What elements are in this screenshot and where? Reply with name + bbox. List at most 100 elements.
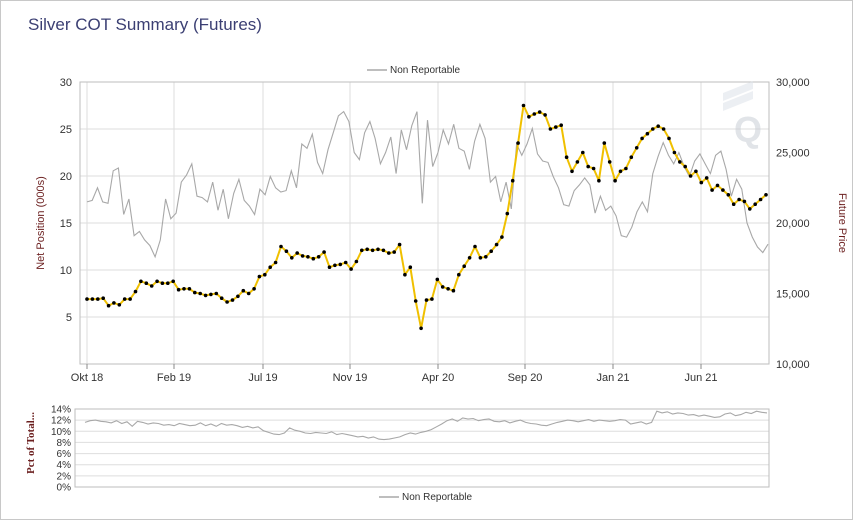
- data-point: [198, 291, 202, 296]
- data-point: [408, 265, 413, 270]
- data-point: [446, 287, 450, 291]
- data-point: [435, 277, 440, 282]
- left-tick-label: 30: [60, 77, 72, 89]
- data-point: [316, 255, 321, 259]
- data-point: [548, 127, 553, 131]
- data-point: [494, 242, 499, 247]
- data-point: [214, 291, 219, 296]
- data-point: [634, 146, 639, 150]
- data-point: [273, 260, 278, 265]
- right-tick-label: 20,000: [776, 218, 810, 230]
- data-point: [193, 290, 197, 295]
- right-axis-title: Future Price: [836, 193, 848, 253]
- data-point: [462, 264, 467, 269]
- non-reportable-markers: [85, 103, 768, 331]
- data-point: [527, 115, 531, 119]
- data-point: [209, 292, 213, 297]
- data-point: [430, 297, 434, 301]
- data-point: [413, 299, 418, 303]
- data-point: [737, 197, 741, 202]
- data-point: [537, 110, 542, 114]
- data-point: [327, 265, 332, 270]
- data-point: [263, 272, 267, 277]
- data-point: [726, 193, 731, 197]
- data-point: [591, 166, 596, 171]
- pct-axis-ticks: 0%2%4%6%8%10%12%14%: [51, 405, 71, 494]
- right-axis-ticks: 10,000 15,000 20,000 25,000 30,000: [776, 77, 810, 371]
- data-point: [403, 272, 407, 277]
- data-point: [602, 141, 607, 145]
- data-point: [166, 281, 170, 286]
- data-point: [753, 202, 757, 206]
- data-point: [133, 289, 138, 294]
- data-point: [230, 298, 235, 302]
- pct-tick-label: 14%: [51, 405, 71, 416]
- data-point: [203, 293, 208, 298]
- data-point: [505, 211, 510, 216]
- data-point: [295, 251, 300, 255]
- data-point: [279, 244, 283, 249]
- data-point: [521, 103, 526, 108]
- data-point: [397, 242, 402, 247]
- page-title: Silver COT Summary (Futures): [28, 15, 262, 34]
- x-tick-label: Sep 20: [508, 372, 543, 384]
- data-point: [392, 250, 397, 254]
- data-point: [661, 127, 666, 131]
- data-point: [758, 197, 763, 202]
- x-tick-label: Okt 18: [71, 372, 103, 384]
- pct-line: [84, 410, 768, 441]
- data-point: [219, 296, 224, 301]
- right-tick-label: 25,000: [776, 148, 810, 160]
- data-point: [489, 249, 494, 253]
- data-point: [607, 160, 612, 164]
- data-point: [360, 248, 364, 253]
- data-point: [365, 247, 370, 252]
- data-point: [510, 178, 515, 183]
- data-point: [640, 136, 644, 141]
- data-point: [387, 251, 391, 255]
- data-point: [764, 193, 768, 197]
- x-axis-ticks: Okt 18 Feb 19 Jul 19 Nov 19 Apr 20 Sep 20 Jan …: [71, 364, 718, 384]
- left-tick-label: 25: [60, 124, 72, 136]
- data-point: [484, 255, 488, 259]
- main-legend-label: Non Reportable: [390, 65, 460, 76]
- data-point: [618, 169, 623, 174]
- main-plot-border: [79, 81, 770, 365]
- data-point: [699, 180, 704, 185]
- data-point: [419, 326, 423, 331]
- data-point: [613, 178, 617, 183]
- svg-text:Q: Q: [734, 109, 762, 150]
- data-point: [182, 287, 186, 291]
- data-point: [597, 178, 601, 183]
- data-point: [370, 248, 375, 253]
- data-point: [187, 287, 192, 291]
- right-tick-label: 10,000: [776, 359, 810, 371]
- data-point: [715, 183, 720, 188]
- pct-non-reportable-series: [84, 410, 768, 441]
- data-point: [742, 199, 747, 204]
- data-point: [559, 123, 563, 127]
- data-point: [651, 127, 655, 131]
- left-axis-ticks: 5 10 15 20 25 30: [60, 77, 72, 324]
- data-point: [155, 279, 159, 284]
- data-point: [306, 255, 310, 259]
- data-point: [581, 150, 585, 155]
- data-point: [236, 294, 240, 299]
- pct-tick-label: 6%: [57, 449, 72, 460]
- data-point: [440, 285, 445, 289]
- data-point: [656, 124, 660, 128]
- pct-tick-label: 4%: [57, 460, 72, 471]
- data-point: [554, 125, 558, 129]
- data-point: [688, 174, 693, 178]
- future-price-line: [86, 110, 769, 259]
- data-point: [225, 300, 229, 304]
- data-point: [451, 288, 456, 293]
- data-point: [424, 298, 429, 302]
- data-point: [139, 279, 143, 284]
- x-tick-label: Apr 20: [422, 372, 454, 384]
- data-point: [300, 254, 305, 258]
- data-point: [96, 297, 100, 301]
- data-point: [171, 279, 175, 284]
- data-point: [338, 262, 343, 267]
